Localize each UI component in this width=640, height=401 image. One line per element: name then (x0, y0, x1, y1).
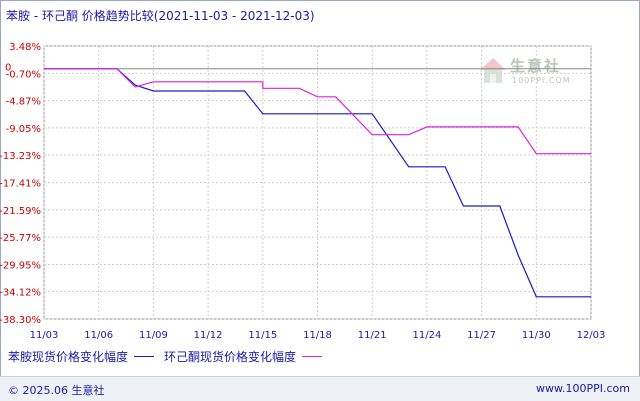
y-tick-label: -17.41% (0, 179, 41, 190)
watermark-name: 生意社 (510, 57, 562, 75)
x-tick-label: 11/09 (139, 330, 168, 341)
y-tick-label: -25.77% (0, 233, 41, 244)
x-tick-label: 11/30 (522, 330, 551, 341)
legend-label-huanjitong: 环己酮现货价格变化幅度 (164, 350, 297, 364)
x-tick-label: 11/12 (194, 330, 223, 341)
y-tick-label: -38.30% (0, 315, 41, 326)
y-tick-label: -9.05% (6, 124, 41, 135)
chart-plot: 3.48% -0.70% -4.87% -9.05% -13.23% -17.41% -21… (0, 42, 606, 341)
zero-label: 0 (5, 63, 11, 74)
y-tick-label: -0.70% (6, 69, 41, 80)
footer-copyright: © 2025.06 生意社 (8, 384, 105, 397)
series-line-1 (44, 68, 591, 155)
chart-title: 苯胺 - 环己酮 价格趋势比较(2021-11-03 - 2021-12-03) (6, 9, 315, 23)
y-tick-label: -13.23% (0, 151, 41, 162)
legend: 苯胺现货价格变化幅度 环己酮现货价格变化幅度 (8, 348, 332, 365)
x-tick-label: 11/06 (84, 330, 113, 341)
watermark-url: 100PPI.COM (512, 76, 571, 85)
x-tick-label: 11/15 (248, 330, 277, 341)
x-tick-label: 11/21 (358, 330, 387, 341)
x-tick-label: 11/24 (412, 330, 441, 341)
legend-label-benan: 苯胺现货价格变化幅度 (8, 350, 129, 364)
x-tick-label: 11/03 (30, 330, 59, 341)
y-tick-label: -34.12% (0, 288, 41, 299)
footer-bar: © 2025.06 生意社 www.100PPI.com (0, 376, 640, 401)
footer-url: www.100PPI.com (536, 382, 630, 395)
legend-line-huanjitong (302, 356, 323, 357)
y-tick-label: -4.87% (6, 97, 41, 108)
x-tick-label: 11/27 (467, 330, 496, 341)
y-tick-label: -29.95% (0, 260, 41, 271)
x-tick-label: 11/18 (303, 330, 332, 341)
y-tick-label: -21.59% (0, 206, 41, 217)
y-tick-label: 3.48% (9, 42, 41, 53)
x-tick-label: 12/03 (577, 330, 606, 341)
legend-line-benan (134, 356, 155, 357)
